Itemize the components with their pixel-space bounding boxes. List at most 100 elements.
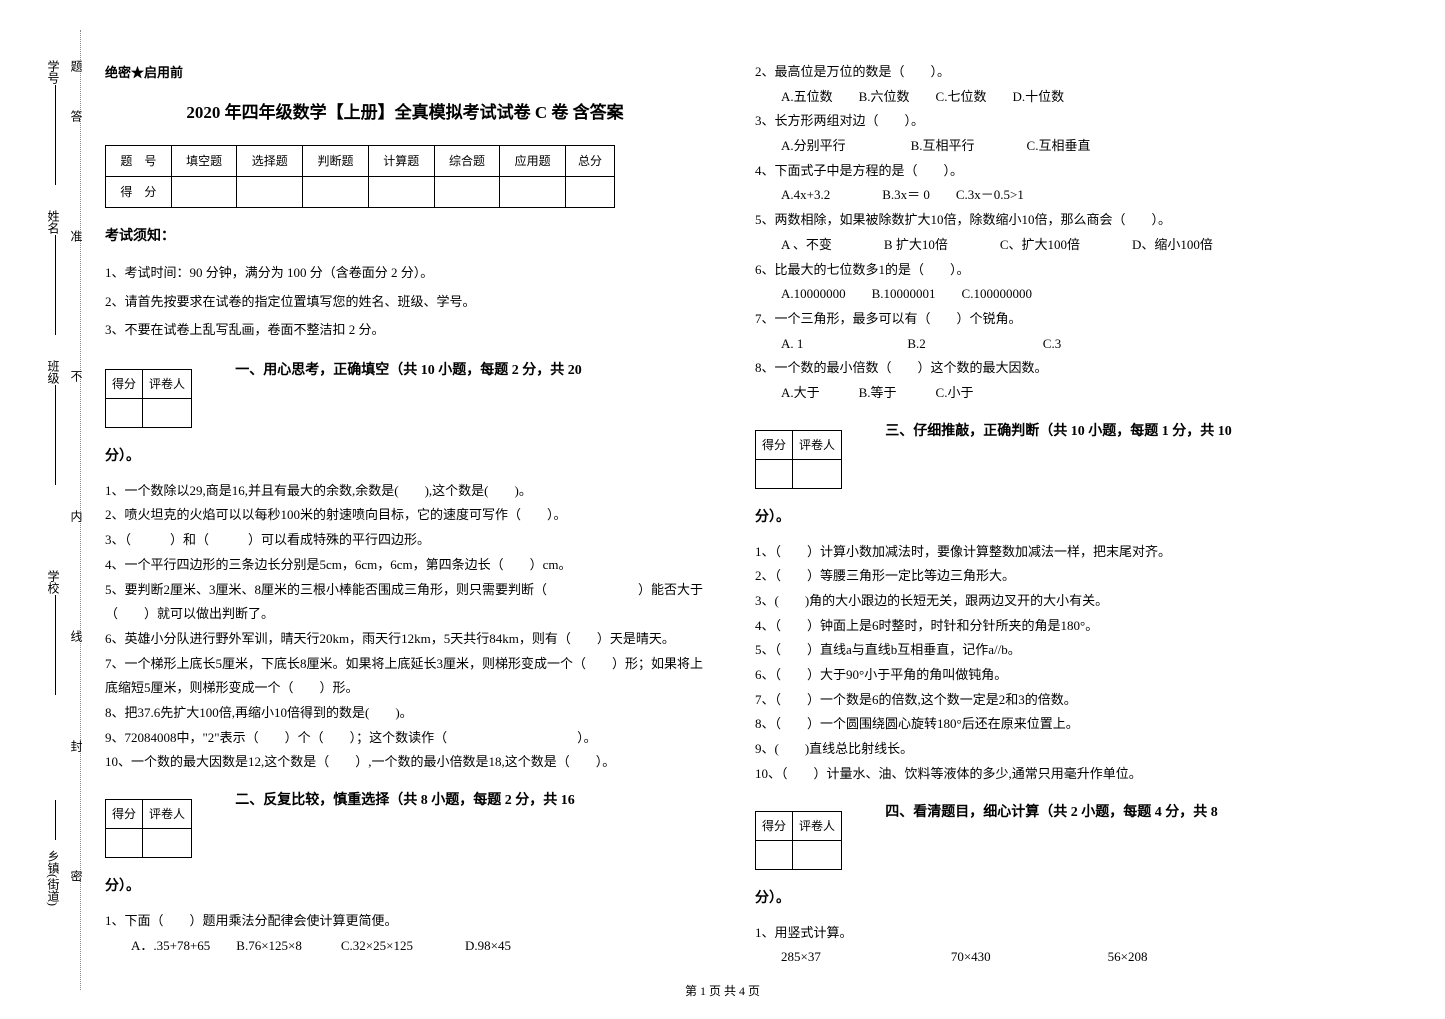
question: 7、一个三角形，最多可以有（ ）个锐角。 bbox=[755, 307, 1355, 332]
question-list-1: 1、一个数除以29,商是16,并且有最大的余数,余数是( ),这个数是( )。 … bbox=[105, 479, 705, 775]
options: A.10000000 B.10000001 C.100000000 bbox=[755, 282, 1355, 307]
strip-underline bbox=[55, 385, 56, 485]
strip-marker: 封 bbox=[68, 740, 85, 752]
cell: 总分 bbox=[566, 146, 615, 177]
question-list-2-right: 2、最高位是万位的数是（ ）。 A.五位数 B.六位数 C.七位数 D.十位数 … bbox=[755, 60, 1355, 406]
question: 1、（ ）计算小数加减法时，要像计算整数加减法一样，把末尾对齐。 bbox=[755, 540, 1355, 565]
question: 4、（ ）钟面上是6时整时，时针和分针所夹的角是180°。 bbox=[755, 614, 1355, 639]
question-list-4: 1、用竖式计算。 285×37 70×430 56×208 bbox=[755, 921, 1355, 970]
cell: 得分 bbox=[756, 430, 793, 459]
cell bbox=[500, 177, 566, 208]
strip-marker: 准 bbox=[68, 230, 85, 242]
question: 10、（ ）计量水、油、饮料等液体的多少,通常只用毫升作单位。 bbox=[755, 762, 1355, 787]
cell bbox=[793, 459, 842, 488]
cell bbox=[143, 398, 192, 427]
notice-item: 2、请首先按要求在试卷的指定位置填写您的姓名、班级、学号。 bbox=[105, 288, 705, 317]
cell: 判断题 bbox=[303, 146, 369, 177]
section-tail: 分）。 bbox=[105, 873, 705, 901]
cell bbox=[143, 829, 192, 858]
strip-underline bbox=[55, 85, 56, 185]
section-tail: 分）。 bbox=[105, 443, 705, 471]
section-3-header: 得分评卷人 三、仔细推敲，正确判断（共 10 小题，每题 1 分，共 10 bbox=[755, 418, 1355, 489]
question: 4、下面式子中是方程的是（ ）。 bbox=[755, 159, 1355, 184]
section-4-header: 得分评卷人 四、看清题目，细心计算（共 2 小题，每题 4 分，共 8 bbox=[755, 799, 1355, 870]
left-column: 绝密★启用前 2020 年四年级数学【上册】全真模拟考试试卷 C 卷 含答案 题… bbox=[105, 60, 705, 970]
strip-underline bbox=[55, 235, 56, 335]
options: A 、不变 B 扩大10倍 C、扩大100倍 D、缩小100倍 bbox=[755, 233, 1355, 258]
strip-marker: 密 bbox=[68, 870, 85, 882]
section-3-title: 三、仔细推敲，正确判断（共 10 小题，每题 1 分，共 10 bbox=[885, 424, 1232, 439]
cell bbox=[566, 177, 615, 208]
question: 9、72084008中，"2"表示（ ）个（ ）；这个数读作（ ）。 bbox=[105, 726, 705, 751]
grade-box: 得分评卷人 bbox=[755, 811, 842, 870]
table-row: 得 分 bbox=[106, 177, 615, 208]
calc-line: 285×37 70×430 56×208 bbox=[755, 945, 1355, 970]
question: 8、一个数的最小倍数（ ）这个数的最大因数。 bbox=[755, 356, 1355, 381]
section-1-title: 一、用心思考，正确填空（共 10 小题，每题 2 分，共 20 bbox=[235, 363, 582, 378]
notice-head: 考试须知： bbox=[105, 223, 705, 251]
question: 8、（ ）一个圆围绕圆心旋转180°后还在原来位置上。 bbox=[755, 712, 1355, 737]
question: 1、下面（ ）题用乘法分配律会使计算更简便。 bbox=[105, 909, 705, 934]
question: 3、( )角的大小跟边的长短无关，跟两边叉开的大小有关。 bbox=[755, 589, 1355, 614]
options: A.分别平行 B.互相平行 C.互相垂直 bbox=[755, 134, 1355, 159]
question: 3、长方形两组对边（ ）。 bbox=[755, 109, 1355, 134]
cell: 评卷人 bbox=[143, 800, 192, 829]
notice-list: 1、考试时间：90 分钟，满分为 100 分（含卷面分 2 分）。 2、请首先按… bbox=[105, 259, 705, 345]
strip-label: 乡镇(街道) bbox=[45, 850, 62, 906]
cell: 计算题 bbox=[368, 146, 434, 177]
cell: 应用题 bbox=[500, 146, 566, 177]
strip-label: 姓名 bbox=[45, 210, 62, 234]
cell: 得 分 bbox=[106, 177, 172, 208]
strip-underline bbox=[55, 800, 56, 840]
question: 5、两数相除，如果被除数扩大10倍，除数缩小10倍，那么商会（ ）。 bbox=[755, 208, 1355, 233]
cell bbox=[756, 459, 793, 488]
question: 1、用竖式计算。 bbox=[755, 921, 1355, 946]
cell bbox=[434, 177, 500, 208]
cell: 选择题 bbox=[237, 146, 303, 177]
question: 4、一个平行四边形的三条边长分别是5cm，6cm，6cm，第四条边长（ ）cm。 bbox=[105, 553, 705, 578]
cell bbox=[237, 177, 303, 208]
options: A. 1 B.2 C.3 bbox=[755, 332, 1355, 357]
page-content: 绝密★启用前 2020 年四年级数学【上册】全真模拟考试试卷 C 卷 含答案 题… bbox=[105, 60, 1355, 970]
cell: 填空题 bbox=[171, 146, 237, 177]
options: A.五位数 B.六位数 C.七位数 D.十位数 bbox=[755, 85, 1355, 110]
question-list-2-left: 1、下面（ ）题用乘法分配律会使计算更简便。 A．.35+78+65 B.76×… bbox=[105, 909, 705, 958]
section-2-header: 得分评卷人 二、反复比较，慎重选择（共 8 小题，每题 2 分，共 16 bbox=[105, 787, 705, 858]
strip-underline bbox=[55, 595, 56, 695]
question-list-3: 1、（ ）计算小数加减法时，要像计算整数加减法一样，把末尾对齐。 2、（ ）等腰… bbox=[755, 540, 1355, 787]
strip-marker: 不 bbox=[68, 370, 85, 382]
question: 6、（ ）大于90°小于平角的角叫做钝角。 bbox=[755, 663, 1355, 688]
cell: 题 号 bbox=[106, 146, 172, 177]
notice-item: 1、考试时间：90 分钟，满分为 100 分（含卷面分 2 分）。 bbox=[105, 259, 705, 288]
cell: 评卷人 bbox=[793, 430, 842, 459]
grade-box: 得分评卷人 bbox=[105, 799, 192, 858]
question: 6、英雄小分队进行野外军训，晴天行20km，雨天行12km，5天共行84km，则… bbox=[105, 627, 705, 652]
binding-strip: 学号 题 答 姓名 准 班级 不 内 学校 线 封 乡镇(街道) 密 bbox=[0, 0, 90, 1019]
grade-box: 得分评卷人 bbox=[755, 430, 842, 489]
cell: 得分 bbox=[106, 800, 143, 829]
table-row: 题 号 填空题 选择题 判断题 计算题 综合题 应用题 总分 bbox=[106, 146, 615, 177]
cell: 评卷人 bbox=[793, 811, 842, 840]
notice-item: 3、不要在试卷上乱写乱画，卷面不整洁扣 2 分。 bbox=[105, 316, 705, 345]
question: 6、比最大的七位数多1的是（ ）。 bbox=[755, 258, 1355, 283]
score-summary-table: 题 号 填空题 选择题 判断题 计算题 综合题 应用题 总分 得 分 bbox=[105, 145, 615, 208]
page-footer: 第 1 页 共 4 页 bbox=[0, 982, 1445, 999]
cell: 得分 bbox=[106, 369, 143, 398]
options: A.4x+3.2 B.3x＝ 0 C.3x－0.5>1 bbox=[755, 183, 1355, 208]
strip-label: 学校 bbox=[45, 570, 62, 594]
strip-label: 学号 bbox=[45, 60, 62, 84]
question: 3、（ ）和（ ）可以看成特殊的平行四边形。 bbox=[105, 528, 705, 553]
question: 2、喷火坦克的火焰可以以每秒100米的射速喷向目标，它的速度可写作（ ）。 bbox=[105, 503, 705, 528]
cell bbox=[756, 840, 793, 869]
cell bbox=[793, 840, 842, 869]
cell bbox=[303, 177, 369, 208]
section-1-header: 得分评卷人 一、用心思考，正确填空（共 10 小题，每题 2 分，共 20 bbox=[105, 357, 705, 428]
strip-marker: 线 bbox=[68, 630, 85, 642]
question: 2、（ ）等腰三角形一定比等边三角形大。 bbox=[755, 564, 1355, 589]
cell bbox=[171, 177, 237, 208]
section-2-title: 二、反复比较，慎重选择（共 8 小题，每题 2 分，共 16 bbox=[235, 793, 575, 808]
question: 10、一个数的最大因数是12,这个数是（ ）,一个数的最小倍数是18,这个数是（… bbox=[105, 750, 705, 775]
cell bbox=[106, 829, 143, 858]
options: A．.35+78+65 B.76×125×8 C.32×25×125 D.98×… bbox=[105, 934, 705, 959]
question: 1、一个数除以29,商是16,并且有最大的余数,余数是( ),这个数是( )。 bbox=[105, 479, 705, 504]
